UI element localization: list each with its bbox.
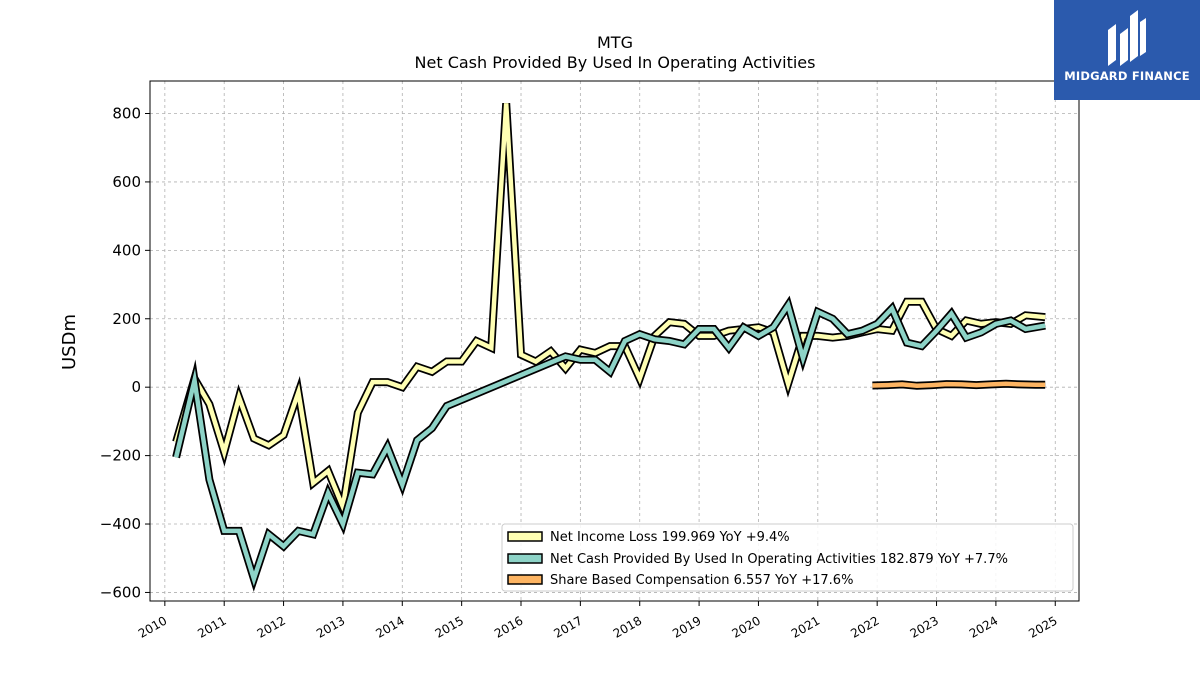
x-tick-label: 2023 bbox=[908, 613, 941, 640]
x-tick-label: 2013 bbox=[314, 613, 347, 640]
x-tick-label: 2022 bbox=[848, 613, 881, 640]
legend-swatch-net-income bbox=[507, 531, 543, 542]
y-axis-label: USDm bbox=[59, 314, 80, 370]
plot-frame bbox=[149, 80, 1080, 602]
grid bbox=[150, 81, 1079, 601]
x-tick-label: 2015 bbox=[433, 613, 466, 640]
legend-box bbox=[501, 523, 1074, 592]
y-tick-label: 800 bbox=[112, 105, 141, 123]
y-tick-label: −200 bbox=[100, 447, 141, 465]
chart-subtitle: Net Cash Provided By Used In Operating A… bbox=[415, 53, 816, 72]
x-tick-label: 2014 bbox=[373, 613, 406, 640]
legend: Net Income Loss 199.969 YoY +9.4% Net Ca… bbox=[501, 523, 1074, 592]
y-tick-label: 200 bbox=[112, 310, 141, 328]
brand-name: MIDGARD FINANCE bbox=[1064, 69, 1190, 83]
x-tick-label: 2018 bbox=[611, 613, 644, 640]
legend-swatch-share-comp bbox=[507, 574, 543, 585]
chart-title: MTG bbox=[597, 33, 633, 52]
y-tick-label: −400 bbox=[100, 515, 141, 533]
x-tick-label: 2020 bbox=[729, 613, 762, 640]
x-tick-label: 2010 bbox=[136, 613, 169, 640]
x-tick-label: 2021 bbox=[789, 613, 822, 640]
x-tick-label: 2016 bbox=[492, 613, 525, 640]
midgard-logo-icon bbox=[1108, 10, 1146, 66]
y-tick-label: 600 bbox=[112, 173, 141, 191]
legend-label-share-comp: Share Based Compensation 6.557 YoY +17.6… bbox=[550, 573, 853, 588]
x-tick-label: 2011 bbox=[195, 613, 228, 640]
y-tick-label: −600 bbox=[100, 583, 141, 601]
legend-swatch-net-cash bbox=[507, 553, 543, 564]
series-lines bbox=[172, 102, 1046, 592]
share-comp-line bbox=[872, 381, 1046, 389]
brand-logo: MIDGARD FINANCE bbox=[1054, 0, 1200, 100]
x-tick-label: 2017 bbox=[551, 613, 584, 640]
y-tick-label: 0 bbox=[131, 378, 141, 396]
legend-label-net-cash: Net Cash Provided By Used In Operating A… bbox=[550, 552, 1008, 567]
x-tick-label: 2019 bbox=[670, 613, 703, 640]
x-tick-label: 2012 bbox=[255, 613, 288, 640]
x-tick-label: 2024 bbox=[967, 613, 1000, 640]
legend-label-net-income: Net Income Loss 199.969 YoY +9.4% bbox=[550, 530, 790, 545]
net-cash-line bbox=[173, 299, 1046, 587]
x-tick-label: 2025 bbox=[1026, 613, 1059, 640]
y-tick-label: 400 bbox=[112, 241, 141, 259]
